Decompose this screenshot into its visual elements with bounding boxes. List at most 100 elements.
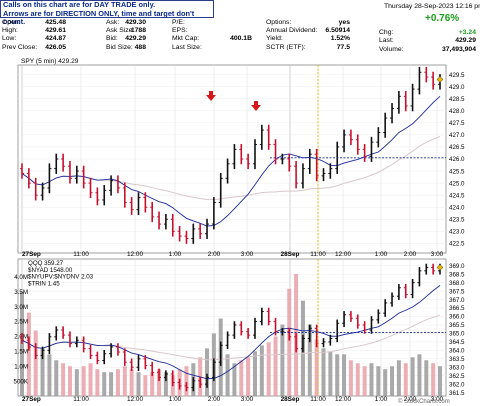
x-tick-label: 27Sep bbox=[22, 396, 41, 403]
volume-bar bbox=[273, 336, 278, 396]
x-tick-label: 11:00 bbox=[73, 396, 89, 403]
x-tick-label: 2:00 bbox=[208, 396, 221, 403]
x-tick-label: 3:00 bbox=[431, 396, 444, 403]
quote-label: Yield: bbox=[266, 35, 283, 43]
volume-bar bbox=[143, 375, 148, 396]
volume-bar bbox=[150, 372, 155, 396]
quote-panel: Open: 425.48 High: 429.61 Low: 424.87 Prev Clo… bbox=[0, 19, 480, 55]
volume-bar bbox=[287, 288, 292, 396]
moving-average-slow bbox=[21, 314, 441, 361]
y-tick-label: 369.0 bbox=[449, 263, 465, 270]
volume-bar bbox=[136, 372, 141, 396]
x-tick-label: 11:00 bbox=[73, 251, 89, 258]
x-tick-label: 1:00 bbox=[169, 396, 182, 403]
disclaimer-note: Calls on this chart are for DAY TRADE on… bbox=[0, 0, 214, 26]
volume-bar bbox=[40, 348, 45, 396]
x-tick-label: 1:00 bbox=[375, 251, 388, 258]
date-time: Thursday 28-Sep-2023 12:16 pm bbox=[384, 3, 480, 10]
moving-average-slow bbox=[21, 136, 441, 201]
y-tick-label: 426.5 bbox=[449, 144, 465, 151]
volume-tick-label: 2.5M bbox=[14, 319, 28, 326]
volume-bar bbox=[424, 360, 429, 396]
quote-value: 425.48 bbox=[45, 19, 66, 26]
moving-average-fast bbox=[21, 285, 441, 380]
volume-bar bbox=[81, 366, 86, 396]
quote-label: Prev Close: bbox=[2, 43, 38, 51]
volume-bar bbox=[362, 366, 367, 396]
y-tick-label: 427.0 bbox=[449, 132, 465, 139]
volume-bar bbox=[26, 312, 31, 396]
change-percent: +0.76% bbox=[425, 13, 460, 24]
plot-frame bbox=[17, 258, 447, 397]
volume-bar bbox=[157, 369, 162, 396]
y-tick-label: 368.5 bbox=[449, 271, 465, 278]
volume-bar bbox=[342, 354, 347, 396]
volume-bar bbox=[74, 369, 79, 396]
volume-bar bbox=[252, 351, 257, 396]
quote-value: +3.24 bbox=[458, 29, 476, 37]
volume-bar bbox=[383, 369, 388, 396]
x-tick-label: 12:00 bbox=[127, 251, 143, 258]
y-tick-label: 429.0 bbox=[449, 84, 465, 91]
direction-arrow-down bbox=[206, 91, 216, 101]
quote-value: 424.87 bbox=[45, 35, 66, 43]
volume-bar bbox=[239, 360, 244, 396]
x-tick-label: 3:00 bbox=[241, 251, 254, 258]
volume-bar bbox=[355, 363, 360, 396]
last-price-marker bbox=[436, 76, 444, 83]
volume-bar bbox=[67, 366, 72, 396]
volume-bar bbox=[417, 354, 422, 396]
volume-bar bbox=[328, 351, 333, 396]
quote-value: yes bbox=[338, 19, 350, 26]
note-line-1: Calls on this chart are for DAY TRADE on… bbox=[3, 0, 156, 9]
y-tick-label: 362.0 bbox=[449, 381, 465, 388]
y-tick-label: 364.0 bbox=[449, 348, 465, 355]
quote-value: 37,493,904 bbox=[441, 45, 476, 53]
y-tick-label: 368.0 bbox=[449, 280, 465, 287]
chart-legend-spy: SPY (5 min) 429.29 bbox=[21, 58, 79, 65]
x-tick-label: 12:00 bbox=[335, 396, 351, 403]
y-tick-label: 361.5 bbox=[449, 390, 465, 397]
y-tick-label: 364.5 bbox=[449, 339, 465, 346]
volume-bar bbox=[259, 345, 264, 396]
direction-arrow-down bbox=[251, 101, 261, 111]
y-tick-label: 425.5 bbox=[449, 168, 465, 175]
volume-bar bbox=[348, 360, 353, 396]
y-tick-label: 424.5 bbox=[449, 192, 465, 199]
x-tick-label: 11:00 bbox=[310, 396, 326, 403]
volume-bar bbox=[431, 363, 436, 396]
y-tick-label: 425.0 bbox=[449, 180, 465, 187]
volume-bar bbox=[122, 366, 127, 396]
volume-bar bbox=[129, 369, 134, 396]
quote-label: Open: bbox=[2, 19, 21, 26]
y-tick-label: 367.0 bbox=[449, 297, 465, 304]
volume-tick-label: 1.5M bbox=[14, 349, 28, 356]
quote-label: Annual Dividend: bbox=[266, 27, 318, 35]
volume-bar bbox=[205, 348, 210, 396]
volume-bar bbox=[95, 369, 100, 396]
volume-bar bbox=[280, 324, 285, 396]
quote-label: Bid: bbox=[106, 35, 118, 43]
quote-label: Mkt Cap: bbox=[172, 35, 200, 43]
x-tick-label: 12:00 bbox=[335, 251, 351, 258]
quote-value: 6.50914 bbox=[325, 27, 350, 35]
quote-label: Low: bbox=[2, 35, 17, 43]
volume-bar bbox=[396, 360, 401, 396]
volume-tick-label: 3.0M bbox=[14, 304, 28, 311]
x-tick-label: 1:00 bbox=[169, 251, 182, 258]
last-price-marker bbox=[436, 264, 444, 271]
volume-bar bbox=[225, 354, 230, 396]
note-line-2: Arrows are for DIRECTION ONLY, time and … bbox=[3, 8, 195, 27]
x-tick-label: 27Sep bbox=[22, 251, 41, 258]
volume-bar bbox=[314, 339, 319, 396]
volume-bar bbox=[246, 357, 251, 396]
quote-value: 426.05 bbox=[45, 43, 66, 51]
y-tick-label: 426.0 bbox=[449, 156, 465, 163]
quote-label: P/E: bbox=[172, 19, 185, 26]
volume-bar bbox=[109, 372, 114, 396]
y-tick-label: 428.5 bbox=[449, 96, 465, 103]
volume-bar bbox=[321, 348, 326, 396]
chart-legend-item: $NYAD 1548.00 bbox=[28, 267, 73, 274]
y-tick-label: 363.5 bbox=[449, 356, 465, 363]
